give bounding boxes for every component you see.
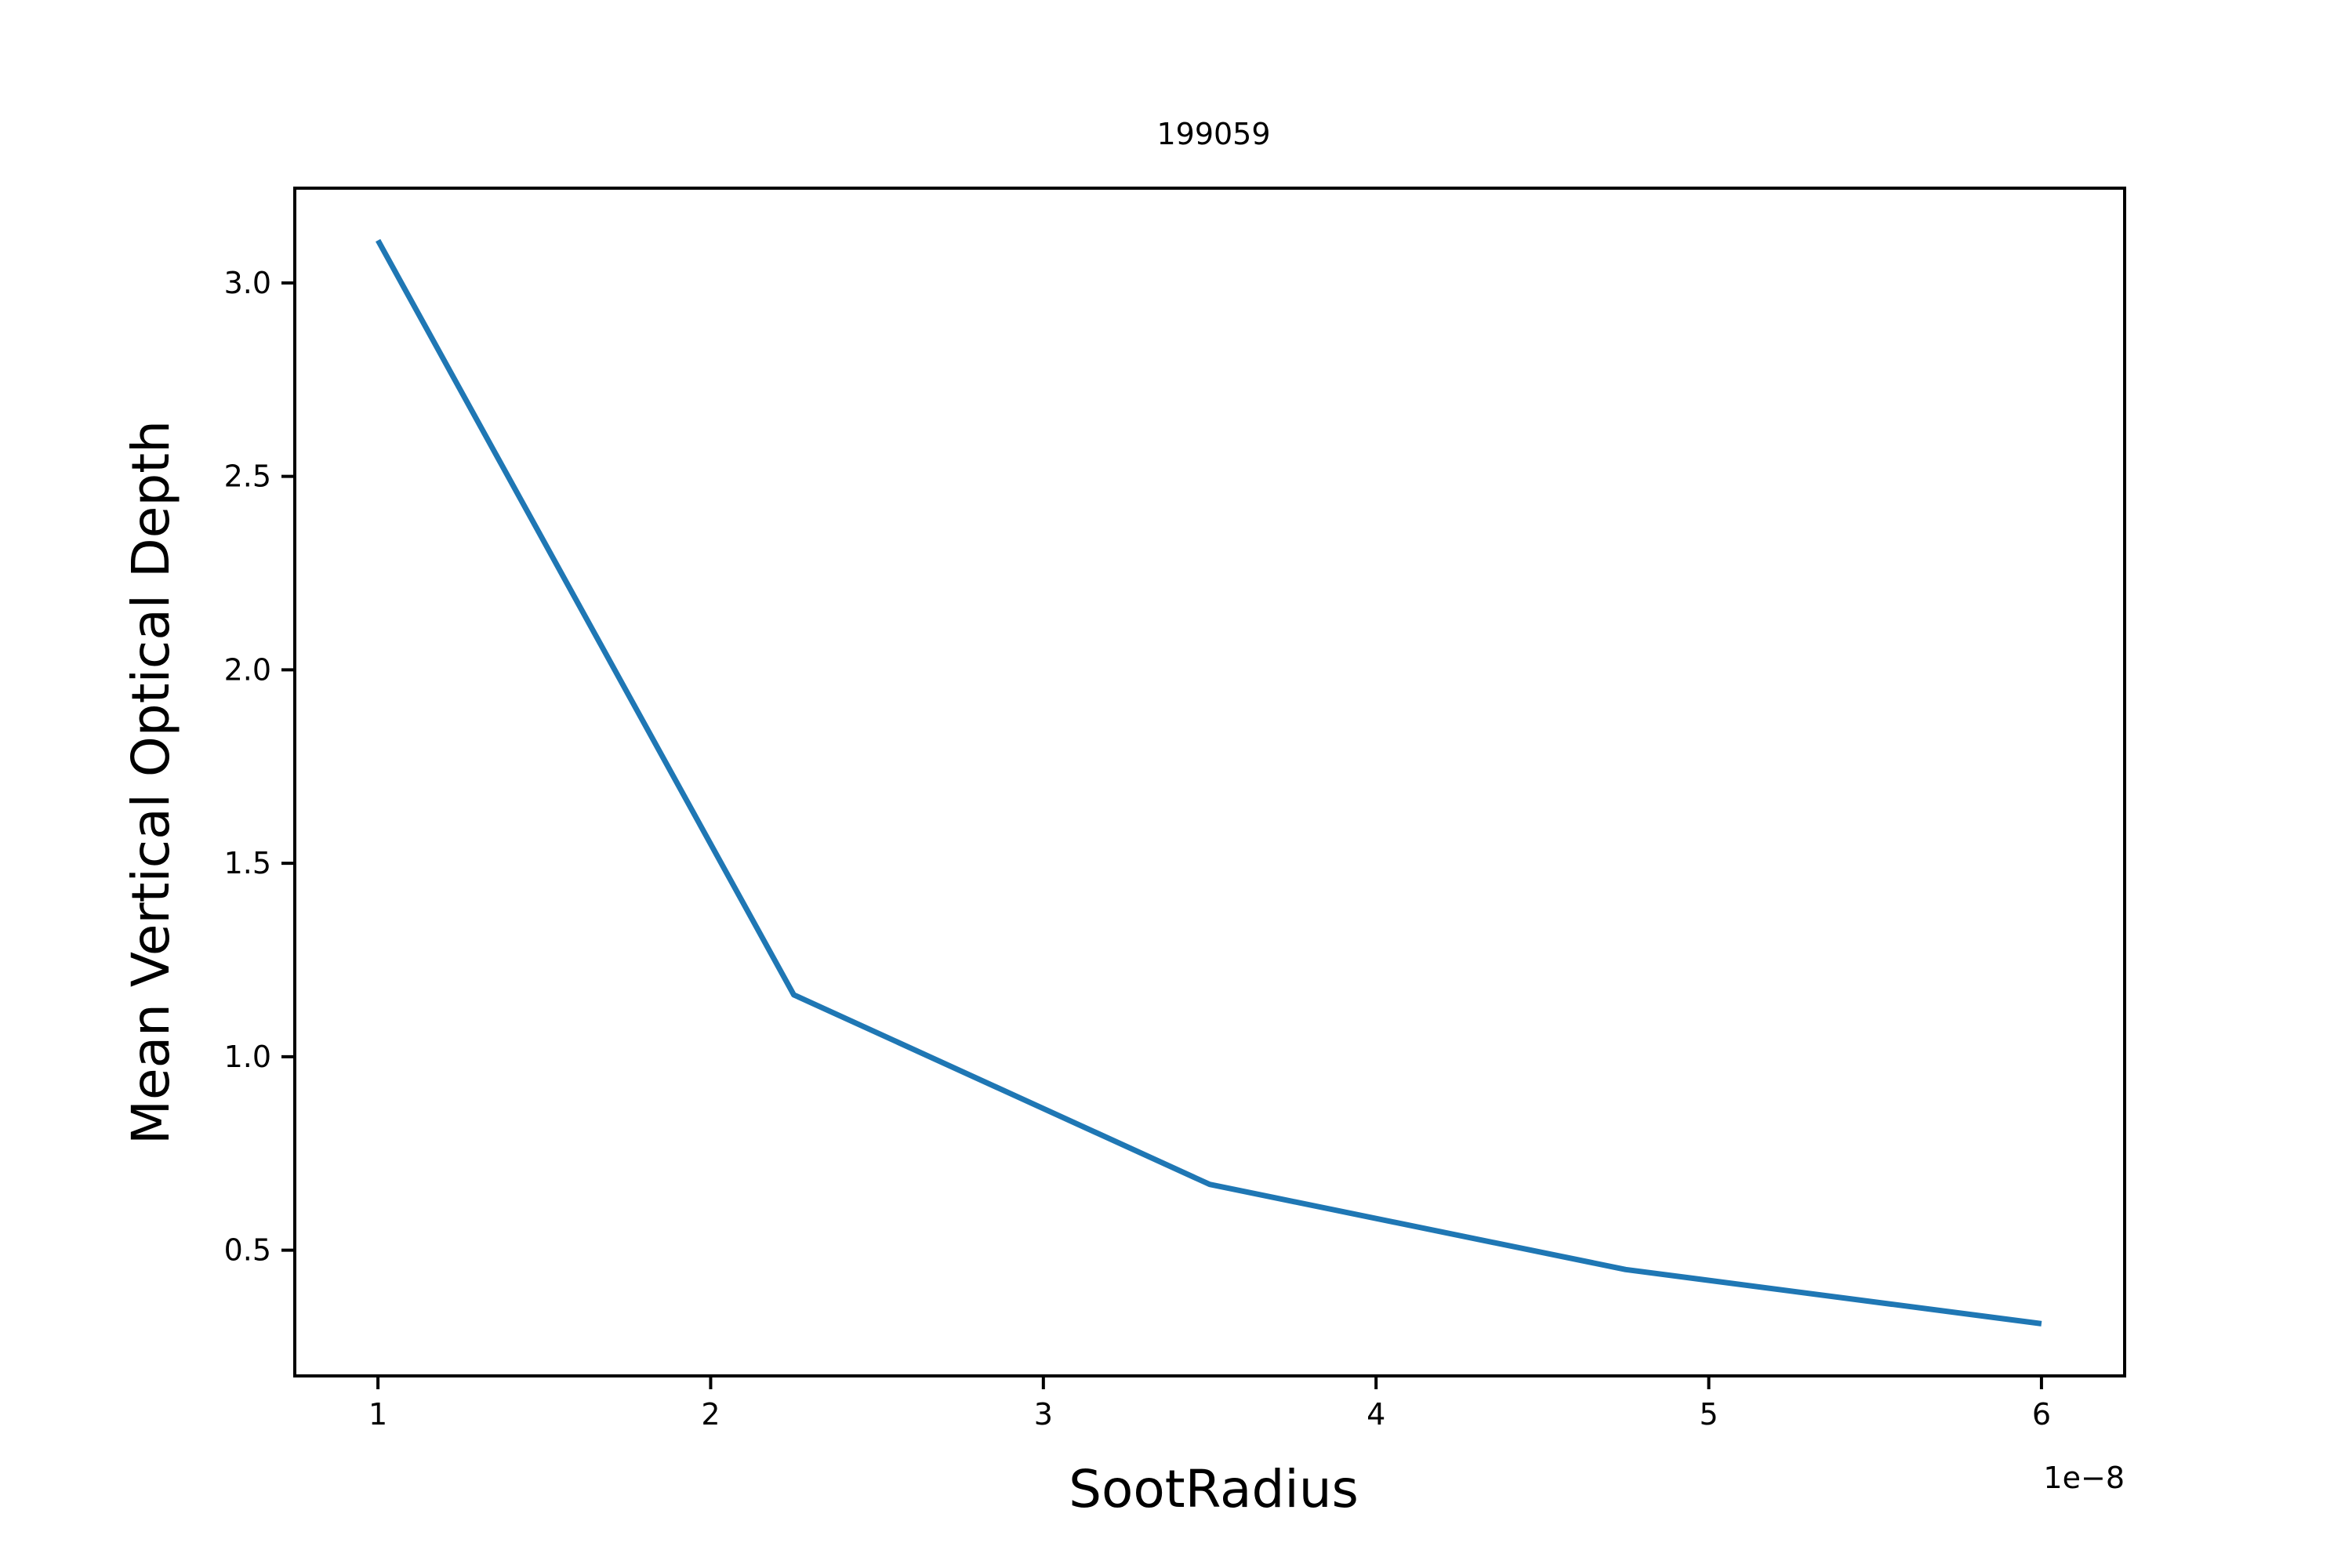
- y-tick-label-2: 1.0: [224, 1040, 271, 1074]
- y-tick-label-5: 2.5: [224, 459, 271, 494]
- axes-frame: [293, 187, 2126, 1377]
- chart-title: 199059: [1156, 117, 1270, 151]
- x-tick-label-6: 6: [2032, 1397, 2051, 1432]
- x-tick-label-4: 4: [1367, 1397, 1385, 1432]
- plot-area: 1 2 3 4 5 6 0.5 1.0 1.5 2.0 2.5 3.0: [224, 187, 2126, 1432]
- x-tick-label-2: 2: [701, 1397, 720, 1432]
- x-tick-label-3: 3: [1034, 1397, 1053, 1432]
- x-tick-label-5: 5: [1699, 1397, 1718, 1432]
- y-tick-label-1: 0.5: [224, 1233, 271, 1268]
- x-axis-offset-label: 1e−8: [2043, 1461, 2125, 1495]
- series-line-0: [376, 238, 2042, 1327]
- x-axis-label: SootRadius: [1069, 1459, 1359, 1519]
- x-tick-label-1: 1: [368, 1397, 387, 1432]
- y-axis-label: Mean Vertical Optical Depth: [121, 420, 181, 1145]
- y-tick-label-4: 2.0: [224, 652, 271, 687]
- y-tick-label-6: 3.0: [224, 266, 271, 300]
- y-tick-label-3: 1.5: [224, 846, 271, 880]
